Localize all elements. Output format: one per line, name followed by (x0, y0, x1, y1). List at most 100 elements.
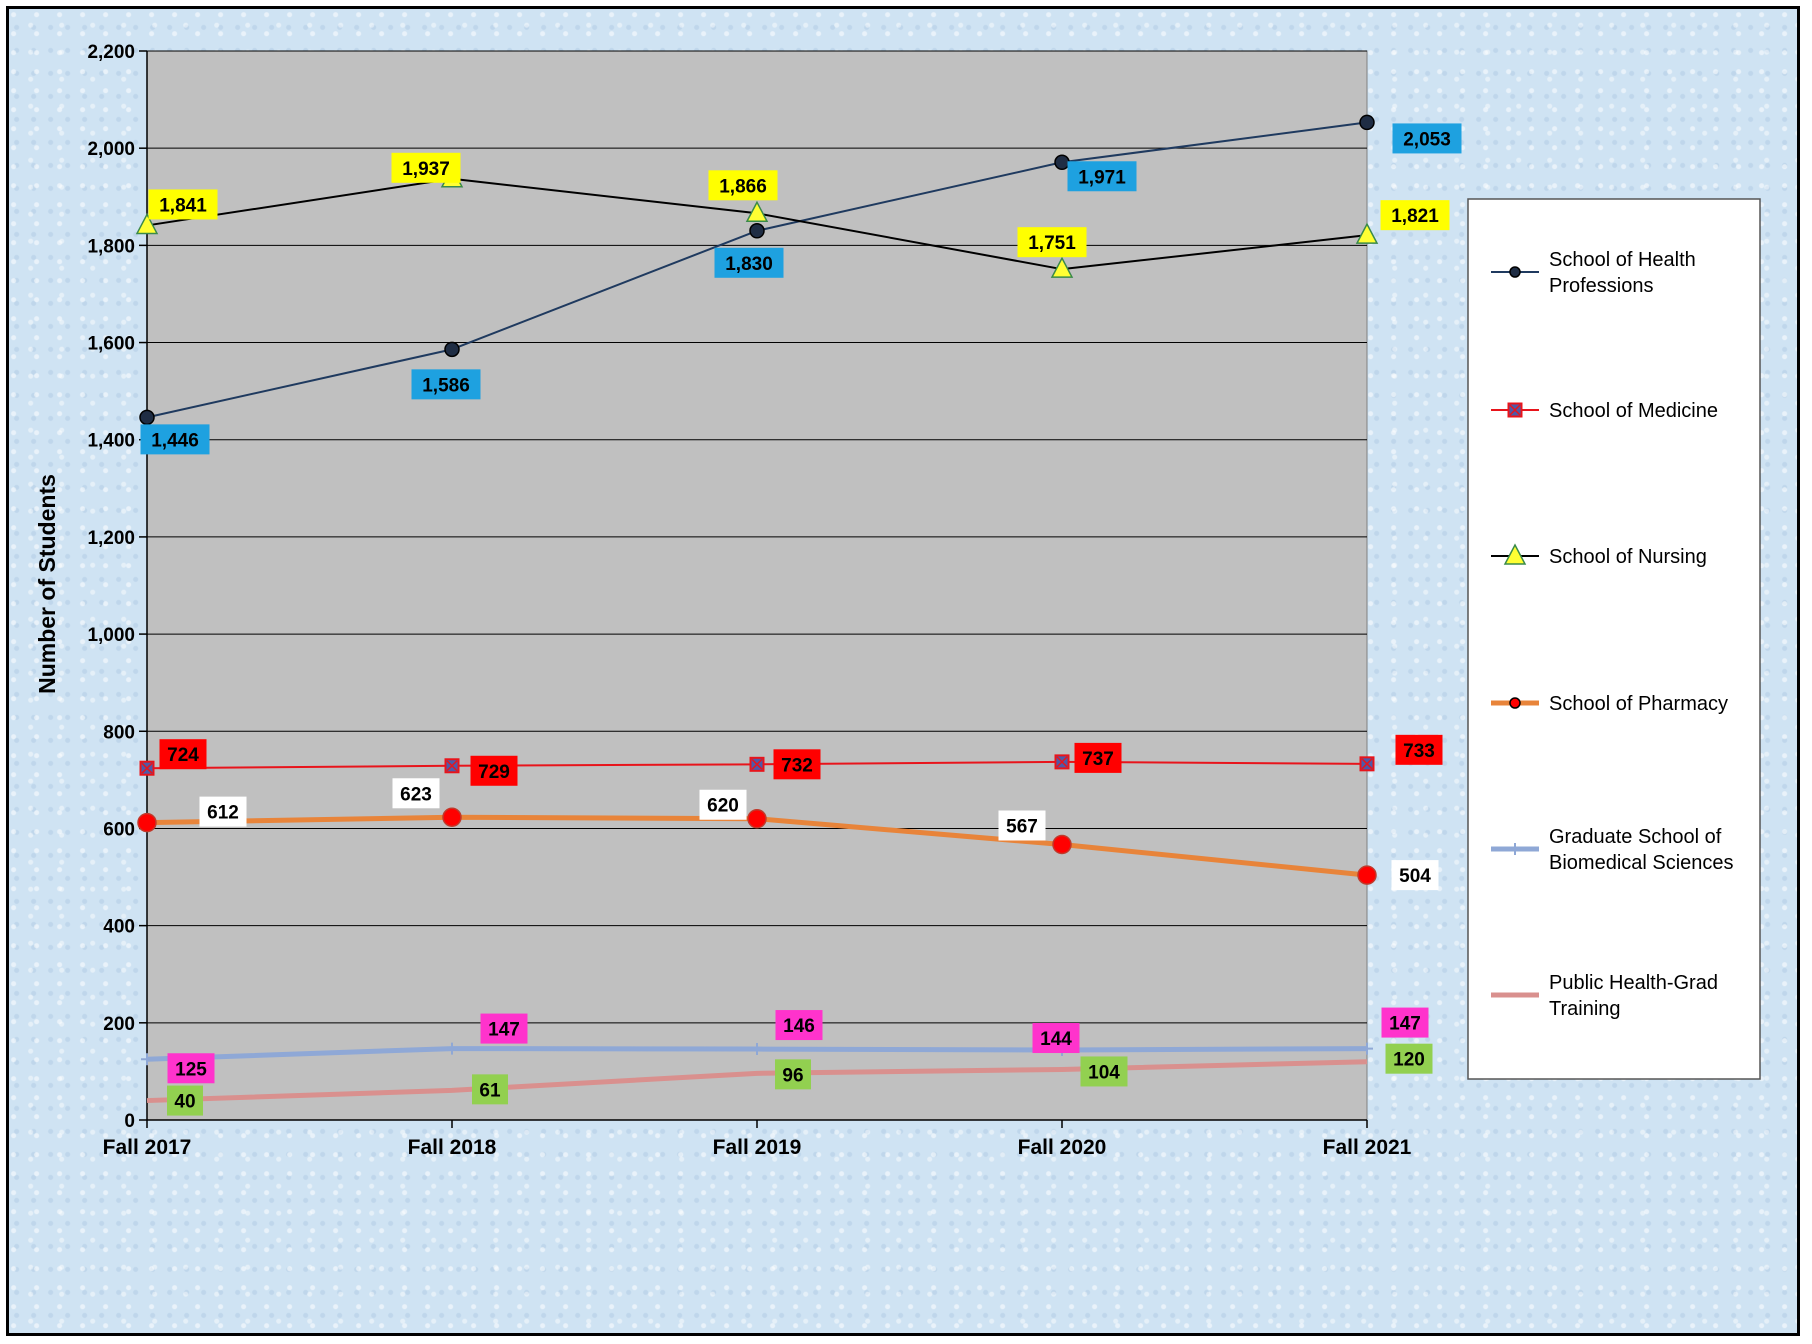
data-label: 147 (480, 1013, 528, 1044)
x-tick-label: Fall 2018 (408, 1136, 497, 1159)
data-label-text: 623 (400, 784, 432, 805)
data-label-text: 1,586 (422, 375, 470, 396)
data-point (442, 807, 462, 828)
marker-cross (1361, 758, 1373, 770)
x-axis-ticks: Fall 2017 Fall 2018 Fall 2019 Fall 2020 Fall… (103, 1120, 1412, 1159)
data-label: 567 (998, 810, 1046, 841)
data-label: 2,053 (1392, 123, 1462, 154)
data-label: 1,446 (140, 424, 210, 455)
data-point (444, 758, 460, 774)
data-label: 729 (470, 755, 518, 786)
data-point (135, 212, 159, 235)
legend-label: Biomedical Sciences (1549, 852, 1734, 874)
chart-frame: 0 200 400 600 800 1,000 1,200 1,400 1,600 1,800 2,… (6, 6, 1800, 1336)
x-tick-label: Fall 2021 (1323, 1136, 1412, 1159)
data-point (1052, 834, 1072, 855)
data-label: 1,971 (1067, 161, 1137, 192)
data-point (446, 1042, 458, 1055)
data-label-box (1395, 734, 1443, 765)
data-label: 146 (775, 1010, 823, 1041)
marker-cross (1056, 756, 1068, 768)
data-label: 96 (775, 1059, 811, 1090)
data-label-text: 1,821 (1391, 206, 1439, 227)
data-label-text: 96 (782, 1065, 803, 1086)
legend-entry: School of Pharmacy (1491, 693, 1728, 715)
data-point (1050, 256, 1074, 278)
data-label-box (167, 1053, 215, 1084)
series-line (146, 1059, 1368, 1104)
marker-cross (1509, 404, 1521, 416)
y-axis-title: Number of Students (34, 474, 60, 694)
data-label-text: 146 (783, 1016, 815, 1037)
data-point (444, 341, 460, 358)
data-label-box (167, 1085, 203, 1116)
data-point (1054, 754, 1070, 770)
data-label-text: 1,971 (1078, 167, 1126, 188)
data-label-text: 612 (207, 803, 239, 824)
data-label: 1,821 (1380, 200, 1450, 231)
x-tick-label: Fall 2017 (103, 1136, 192, 1159)
data-label: 61 (472, 1074, 508, 1105)
data-point (1054, 154, 1070, 171)
y-tick-label: 1,400 (87, 431, 135, 452)
legend-swatch-marker (1509, 266, 1521, 278)
data-point (139, 409, 155, 426)
legend-label: School of Health (1549, 249, 1696, 271)
y-tick-label: 1,800 (87, 236, 135, 257)
data-label-box (140, 424, 210, 455)
data-point (1359, 756, 1375, 772)
data-label-box (1385, 1043, 1433, 1074)
data-label: 1,841 (148, 189, 218, 220)
data-point (1359, 114, 1375, 131)
data-label-text: 732 (781, 755, 813, 776)
data-label-box (1392, 123, 1462, 154)
data-label-box (1391, 860, 1439, 891)
data-labels-layer: 1,446 1,586 1,830 1,971 2,053 724 729 732 737 733… (140, 123, 1462, 1116)
data-label: 732 (773, 749, 821, 780)
data-label: 504 (1391, 860, 1439, 891)
data-label-text: 120 (1393, 1050, 1425, 1071)
data-label-box (775, 1059, 811, 1090)
data-label-box (1032, 1023, 1080, 1054)
y-tick-label: 600 (103, 819, 135, 840)
marker-cross (141, 762, 153, 774)
data-label: 104 (1080, 1056, 1128, 1087)
x-tick-label: Fall 2019 (713, 1136, 802, 1159)
data-label-box (773, 749, 821, 780)
data-label-box (470, 755, 518, 786)
legend-label: Public Health-Grad (1549, 972, 1718, 994)
data-label-text: 40 (174, 1092, 195, 1113)
data-label-box (1380, 200, 1450, 231)
marker-cross (751, 758, 763, 770)
legend-box (1467, 198, 1761, 1080)
data-label-text: 737 (1082, 749, 1114, 770)
y-tick-label: 800 (103, 722, 135, 743)
data-point (749, 756, 765, 772)
legend-label: Professions (1549, 275, 1654, 297)
data-label-text: 125 (175, 1059, 207, 1080)
data-label-box (148, 189, 218, 220)
legend-label: Training (1549, 998, 1621, 1020)
data-point (1361, 1042, 1373, 1055)
data-label: 612 (199, 796, 247, 827)
y-tick-label: 1,000 (87, 625, 135, 646)
legend-entry: Graduate School of Biomedical Sciences (1491, 826, 1734, 874)
data-label-box (775, 1010, 823, 1041)
data-label: 1,866 (708, 170, 778, 201)
data-point (139, 760, 155, 776)
data-label-box (1074, 742, 1122, 773)
data-point (747, 808, 767, 829)
data-label-box (159, 739, 207, 770)
data-label-text: 1,446 (151, 430, 199, 451)
data-label-box (714, 247, 784, 278)
data-label-text: 144 (1040, 1029, 1072, 1050)
data-label: 1,830 (714, 247, 784, 278)
data-label-text: 724 (167, 745, 199, 766)
data-label-text: 61 (479, 1080, 501, 1101)
data-label-box (1080, 1056, 1128, 1087)
data-label: 620 (699, 789, 747, 820)
y-tick-label: 0 (124, 1111, 135, 1132)
data-point (137, 812, 157, 833)
data-label-box (998, 810, 1046, 841)
data-label-box (699, 789, 747, 820)
